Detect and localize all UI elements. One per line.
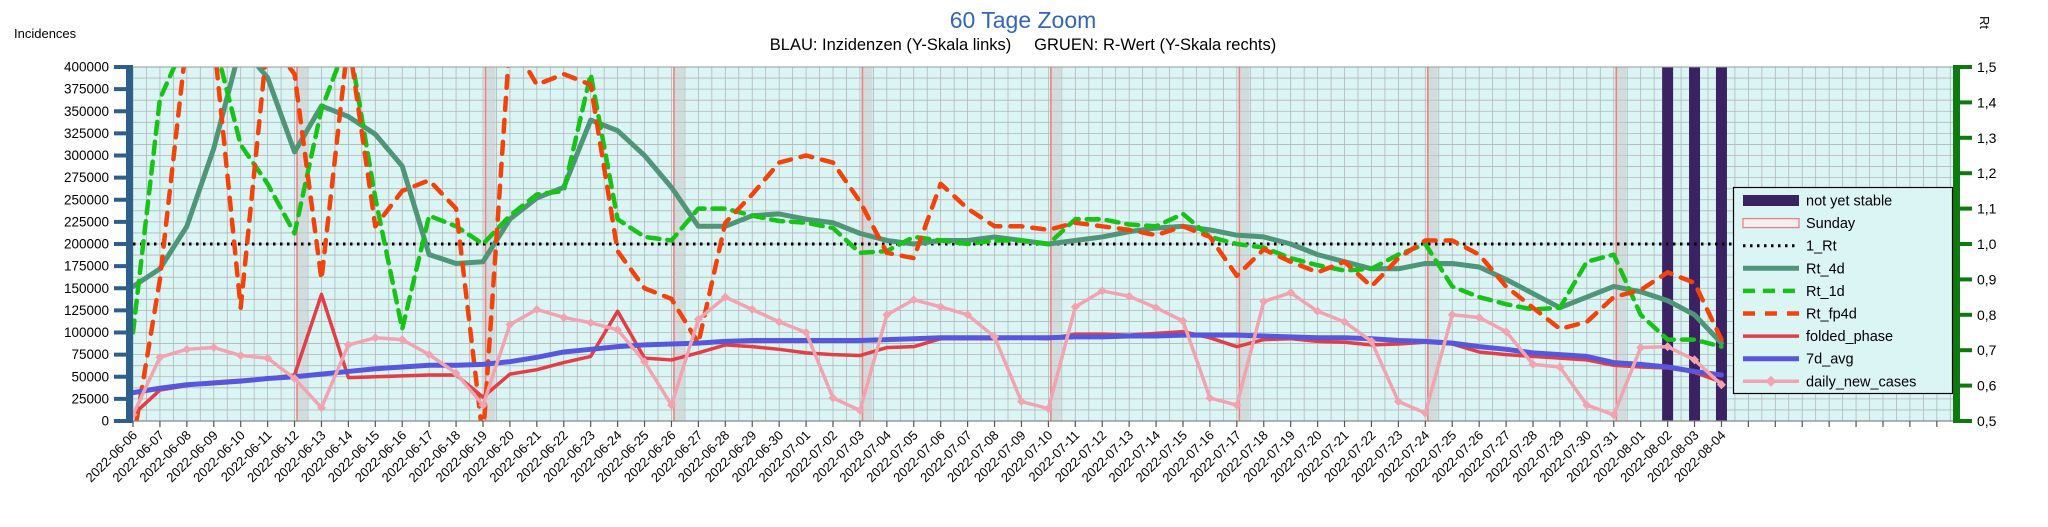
- left-tick-label: 250000: [64, 192, 109, 207]
- sunday-band: [673, 67, 684, 421]
- legend-label: daily_new_cases: [1806, 374, 1916, 390]
- legend-item-not-yet-stable: not yet stable: [1743, 194, 1892, 210]
- left-tick-label: 200000: [64, 237, 109, 252]
- left-tick-label: 350000: [64, 104, 109, 119]
- series-daily_new_cases: [133, 286, 1726, 420]
- legend-item-folded-phase: folded_phase: [1743, 329, 1893, 345]
- legend-label: 1_Rt: [1806, 239, 1837, 255]
- right-tick-label: 0,8: [1977, 307, 1997, 323]
- series-Rt_fp4d: [134, 67, 1724, 421]
- left-tick-label: 150000: [64, 281, 109, 296]
- left-tick-label: 0: [101, 414, 109, 429]
- chart-title: 60 Tage Zoom: [949, 7, 1097, 33]
- right-tick-label: 1,2: [1977, 165, 1997, 181]
- not-yet-stable-bar: [1715, 67, 1727, 421]
- legend-label: folded_phase: [1806, 329, 1893, 345]
- series-Rt_4d: [133, 67, 1724, 346]
- series-7d_avg: [133, 332, 1724, 396]
- right-tick-label: 1,5: [1977, 59, 1997, 75]
- left-tick-label: 25000: [71, 391, 109, 406]
- sunday-band: [1616, 67, 1627, 421]
- sunday-band: [862, 67, 873, 421]
- left-tick-label: 75000: [71, 347, 109, 362]
- legend-item-daily-new-cases: daily_new_cases: [1743, 374, 1916, 390]
- right-tick-label: 1,1: [1977, 201, 1997, 217]
- right-tick-label: 0,6: [1977, 378, 1997, 394]
- right-tick-label: 1,3: [1977, 130, 1997, 146]
- legend: not yet stable Sunday 1_Rt Rt_4d Rt_1d Rt_fp4…: [1732, 186, 1954, 395]
- legend-label: Rt_fp4d: [1806, 307, 1857, 323]
- sunday-band: [1427, 67, 1438, 421]
- left-axis-title: Incidences: [14, 26, 77, 41]
- legend-label: not yet stable: [1806, 194, 1892, 210]
- legend-item-7d-avg: 7d_avg: [1743, 352, 1854, 368]
- right-tick-label: 0,7: [1977, 342, 1997, 358]
- right-tick-label: 0,9: [1977, 271, 1997, 287]
- legend-item-1-rt: 1_Rt: [1743, 239, 1837, 255]
- chart-subtitle: BLAU: Inzidenzen (Y-Skala links) GRUEN: …: [769, 36, 1277, 54]
- legend-label: 7d_avg: [1806, 352, 1854, 368]
- axes: 0 25000 50000 75000 100000 125000 150000 175000…: [64, 59, 1997, 429]
- left-tick-label: 375000: [64, 82, 109, 97]
- left-tick-label: 100000: [64, 325, 109, 340]
- left-tick-label: 400000: [64, 60, 109, 75]
- right-axis: [1953, 65, 1960, 423]
- left-tick-label: 275000: [64, 170, 109, 185]
- legend-item-rt-1d: Rt_1d: [1743, 284, 1845, 300]
- left-tick-label: 175000: [64, 259, 109, 274]
- left-tick-label: 125000: [64, 303, 109, 318]
- right-tick-label: 1,4: [1977, 94, 1997, 110]
- series-Rt_1d: [133, 67, 1724, 349]
- left-tick-label: 325000: [64, 126, 109, 141]
- right-tick-label: 0,5: [1977, 413, 1997, 429]
- left-tick-label: 225000: [64, 214, 109, 229]
- left-axis: [126, 65, 133, 423]
- right-tick-label: 1,0: [1977, 236, 1997, 252]
- legend-item-sunday: Sunday: [1742, 216, 1856, 232]
- x-tick-labels: 2022-06-062022-06-072022-06-082022-06-09…: [82, 428, 1728, 486]
- legend-label: Rt_4d: [1806, 261, 1845, 277]
- left-tick-label: 300000: [64, 148, 109, 163]
- legend-label: Sunday: [1806, 216, 1856, 232]
- legend-item-rt-4d: Rt_4d: [1743, 261, 1845, 277]
- legend-item-rt-fp4d: Rt_fp4d: [1743, 307, 1857, 323]
- left-tick-label: 50000: [71, 369, 109, 384]
- legend-label: Rt_1d: [1806, 284, 1845, 300]
